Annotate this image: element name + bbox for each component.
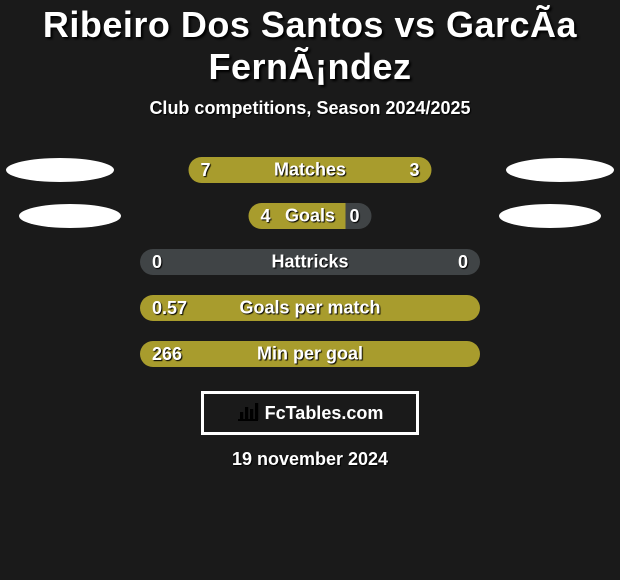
comparison-card: Ribeiro Dos Santos vs GarcÃ­a FernÃ¡ndez… <box>0 0 620 470</box>
brand-text: FcTables.com <box>265 403 384 424</box>
date-text: 19 november 2024 <box>0 449 620 470</box>
stat-right-value: 3 <box>409 160 419 181</box>
stat-bar-left: 0.57 <box>140 295 310 321</box>
brand-box[interactable]: FcTables.com <box>201 391 419 435</box>
subtitle: Club competitions, Season 2024/2025 <box>0 98 620 119</box>
page-title: Ribeiro Dos Santos vs GarcÃ­a FernÃ¡ndez <box>0 4 620 88</box>
stat-left-value: 4 <box>261 206 271 227</box>
stats-rows: 73Matches40Goals00Hattricks0.57Goals per… <box>0 147 620 377</box>
stat-left-value: 7 <box>201 160 211 181</box>
stat-left-value: 0.57 <box>152 298 187 319</box>
stat-bar-right <box>310 341 480 367</box>
player-left-avatar <box>6 158 114 182</box>
stat-bar-left: 7 <box>189 157 359 183</box>
player-left-avatar <box>19 204 121 228</box>
stat-bar-right: 0 <box>310 249 480 275</box>
stat-right-value: 0 <box>458 252 468 273</box>
stat-bar-right <box>310 295 480 321</box>
bar-chart-icon <box>237 401 259 426</box>
stat-row: 00Hattricks <box>0 239 620 285</box>
stat-bar-left: 0 <box>140 249 310 275</box>
stat-bar-right: 0 <box>346 203 372 229</box>
stat-bar-left: 266 <box>140 341 310 367</box>
stat-bar-left: 4 <box>249 203 346 229</box>
stat-left-value: 0 <box>152 252 162 273</box>
stat-row: 266Min per goal <box>0 331 620 377</box>
stat-row: 0.57Goals per match <box>0 285 620 331</box>
stat-left-value: 266 <box>152 344 182 365</box>
stat-bar-right: 3 <box>359 157 432 183</box>
stat-row: 40Goals <box>0 193 620 239</box>
player-right-avatar <box>506 158 614 182</box>
stat-right-value: 0 <box>349 206 359 227</box>
stat-row: 73Matches <box>0 147 620 193</box>
player-right-avatar <box>499 204 601 228</box>
